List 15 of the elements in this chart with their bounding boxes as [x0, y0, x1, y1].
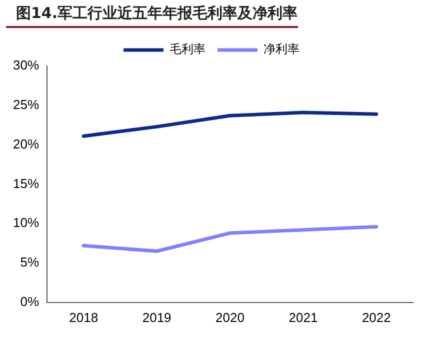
- y-tick-label: 25%: [12, 96, 40, 112]
- x-tick-label: 2022: [362, 310, 391, 325]
- y-tick-label: 15%: [12, 176, 40, 191]
- x-tick-label: 2021: [288, 310, 318, 325]
- x-tick-label: 2019: [142, 310, 172, 325]
- y-tick-label: 20%: [12, 136, 40, 152]
- chart-title: 图14.军工行业近五年年报毛利率及净利率: [6, 0, 298, 28]
- x-tick-label: 2018: [69, 310, 98, 325]
- legend-label: 净利率: [264, 42, 300, 56]
- legend-label: 毛利率: [170, 42, 206, 56]
- y-tick-label: 10%: [12, 215, 40, 230]
- y-tick-label: 5%: [20, 254, 40, 270]
- y-tick-label: 0%: [20, 294, 40, 309]
- x-tick-label: 2020: [216, 310, 244, 325]
- y-tick-label: 30%: [12, 58, 40, 73]
